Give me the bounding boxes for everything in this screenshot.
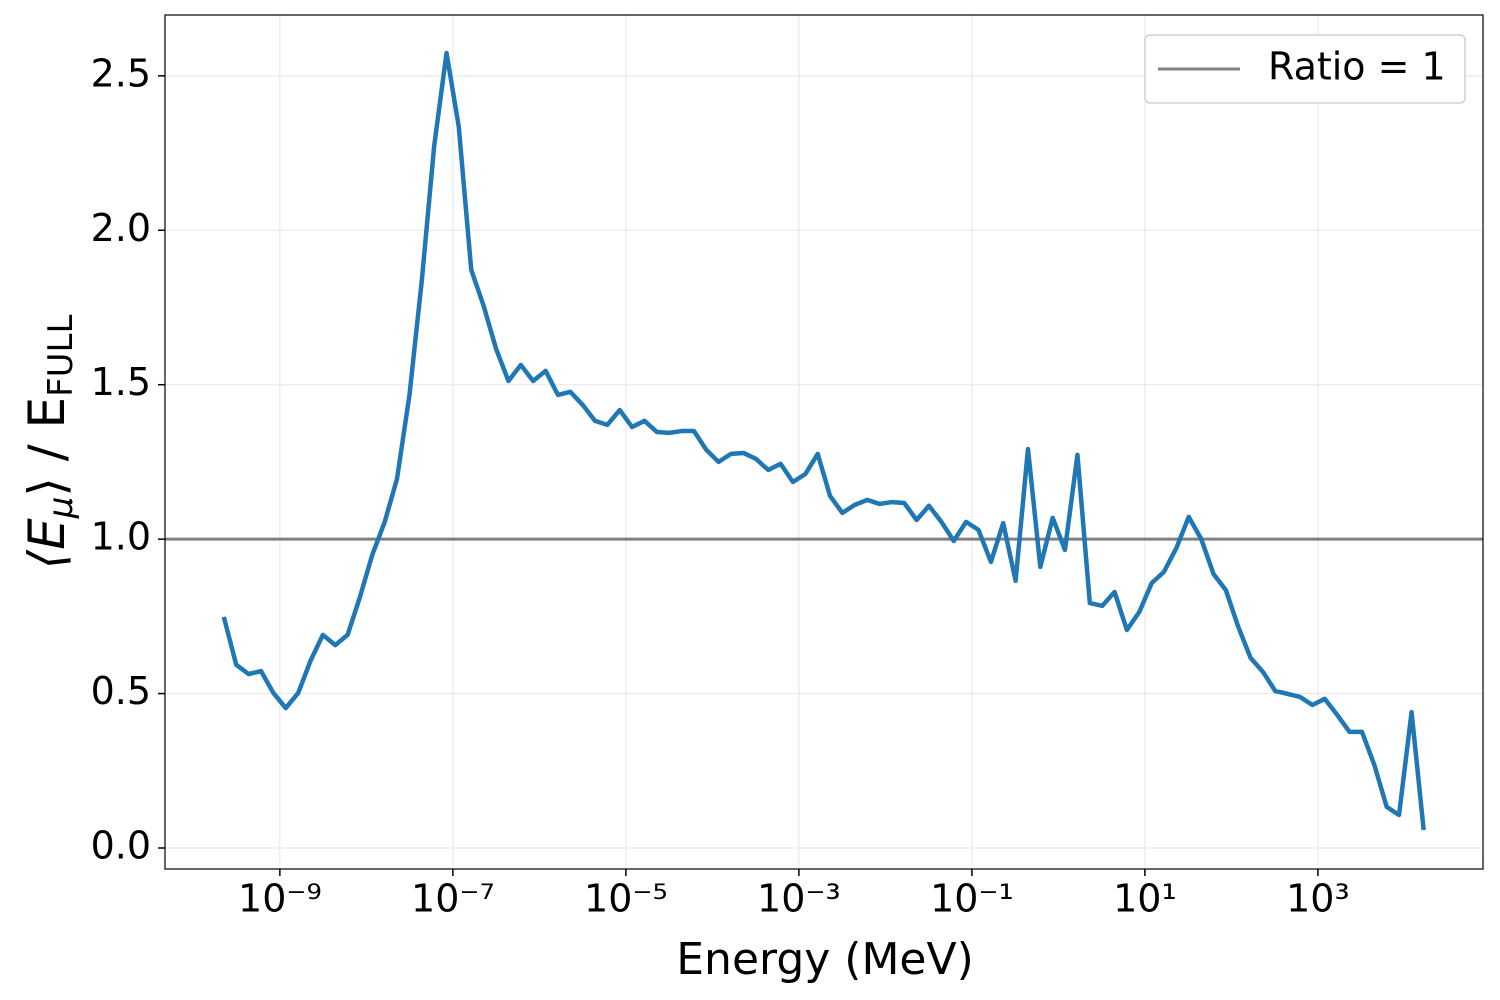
legend-box: [1144, 34, 1466, 104]
x-tick-label: 10³: [1286, 877, 1350, 921]
legend: Ratio = 1: [1144, 34, 1466, 104]
y-label-part: ⟨E: [18, 518, 76, 570]
x-tick-label: 10⁻⁹: [238, 877, 322, 921]
x-tick-label: 10⁻³: [757, 877, 841, 921]
x-tick-label: 10⁻⁷: [411, 877, 495, 921]
y-axis-label: ⟨Eμ⟩ / EFULL: [18, 315, 81, 570]
y-tick-label: 0.5: [91, 669, 151, 713]
y-tick-label: 1.5: [91, 360, 151, 404]
y-tick-label: 0.0: [91, 823, 151, 867]
x-tick-label: 10⁻⁵: [584, 877, 668, 921]
y-label-sub: FULL: [41, 315, 81, 397]
y-tick-label: 1.0: [91, 515, 151, 559]
y-label-part: ⟩ / E: [18, 397, 76, 497]
y-tick-label: 2.5: [91, 51, 151, 95]
x-tick-label: 10¹: [1113, 877, 1177, 921]
x-tick-label: 10⁻¹: [930, 877, 1014, 921]
x-axis-label: Energy (MeV): [676, 934, 974, 985]
y-label-sub: μ: [41, 497, 81, 520]
legend-label: Ratio = 1: [1268, 45, 1446, 89]
y-tick-label: 2.0: [91, 206, 151, 250]
plot-frame: [164, 14, 1484, 870]
data-line: [221, 50, 1426, 831]
